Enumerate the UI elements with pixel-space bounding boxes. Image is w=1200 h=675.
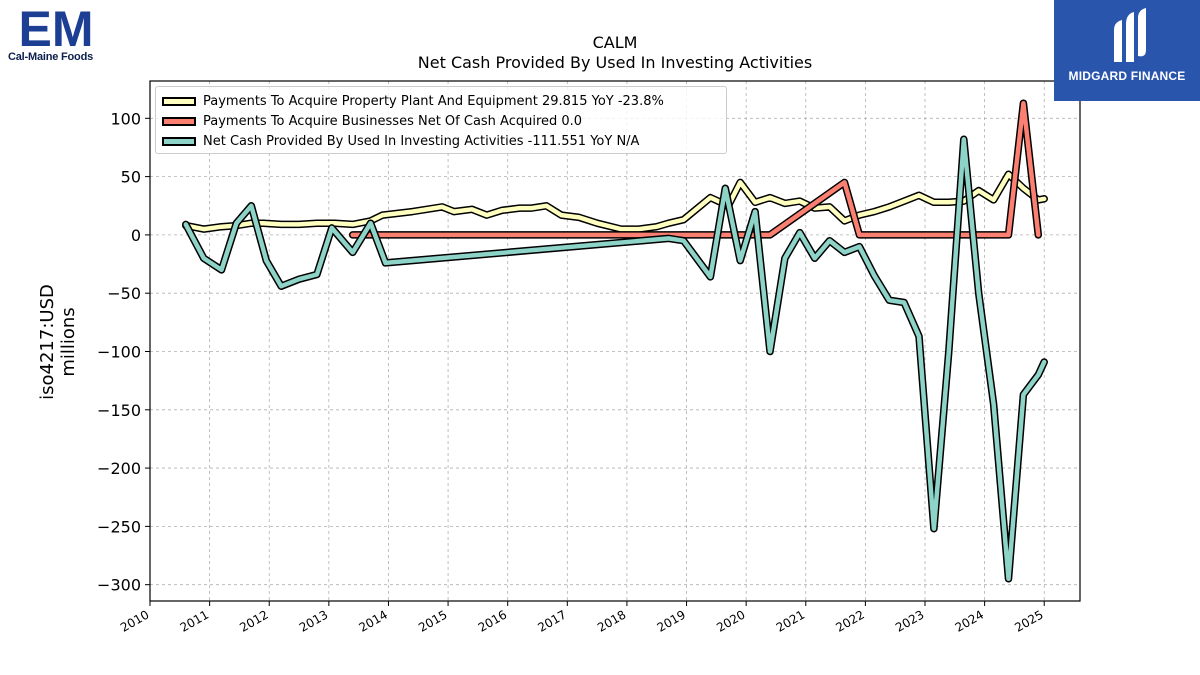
chart-title: CALM (592, 33, 638, 52)
y-axis: 100 50 0 −50 −100 −150 −200 −250 −300 (97, 109, 150, 595)
chart-subtitle: Net Cash Provided By Used In Investing A… (417, 53, 813, 72)
series-line-ppe (183, 172, 1047, 232)
y-tick-label: −150 (97, 401, 141, 420)
y-tick-label: −300 (97, 576, 141, 595)
brand-logo-text: MIDGARD FINANCE (1068, 69, 1186, 83)
x-tick-label: 2014 (357, 607, 390, 634)
x-axis: 2010 2011 2012 2013 2014 2015 2016 2017 2018 2019… (118, 601, 1046, 635)
x-tick-label: 2025 (1012, 607, 1045, 634)
x-tick-label: 2013 (297, 607, 330, 634)
x-tick-label: 2018 (595, 607, 628, 634)
series-businesses (348, 99, 1043, 239)
y-tick-label: 100 (110, 109, 141, 128)
legend-label-ppe: Payments To Acquire Property Plant And E… (203, 93, 664, 109)
midgard-logo-icon (1114, 8, 1146, 62)
y-axis-label-unit: millions (58, 307, 79, 377)
company-logo-letters: EM (19, 6, 94, 50)
x-tick-label: 2023 (893, 607, 926, 634)
y-tick-label: 0 (131, 226, 141, 245)
series-outline-ppe (182, 170, 1048, 233)
legend-item-businesses: Payments To Acquire Businesses Net Of Ca… (162, 112, 582, 130)
legend-item-net-cash: Net Cash Provided By Used In Investing A… (162, 132, 639, 150)
grid-lines (149, 81, 1080, 601)
x-tick-label: 2017 (535, 607, 568, 634)
y-tick-label: −250 (97, 517, 141, 536)
x-tick-label: 2011 (178, 607, 211, 634)
x-tick-label: 2019 (655, 607, 688, 634)
company-logo-mark: EM (19, 1, 94, 57)
legend-swatch-businesses (162, 116, 196, 126)
x-tick-label: 2022 (833, 607, 866, 634)
legend: Payments To Acquire Property Plant And E… (155, 86, 727, 154)
series-lines (182, 99, 1048, 583)
series-line-businesses (350, 100, 1041, 238)
legend-item-ppe: Payments To Acquire Property Plant And E… (162, 92, 664, 110)
y-tick-label: −50 (107, 284, 141, 303)
series-net-cash (182, 135, 1048, 583)
company-logo: EM Cal-Maine Foods (8, 1, 108, 66)
y-tick-label: 50 (121, 168, 141, 187)
x-tick-label: 2012 (237, 607, 270, 634)
x-tick-label: 2010 (118, 607, 151, 634)
y-axis-label: iso4217:USD millions (37, 284, 79, 400)
x-tick-label: 2015 (416, 607, 449, 634)
y-tick-label: −200 (97, 459, 141, 478)
series-outline-net-cash (182, 135, 1048, 583)
company-logo-caption: Cal-Maine Foods (8, 51, 94, 63)
y-tick-label: −100 (97, 342, 141, 361)
series-ppe (182, 170, 1048, 233)
legend-label-net-cash: Net Cash Provided By Used In Investing A… (203, 133, 640, 149)
legend-swatch-net-cash (162, 136, 196, 146)
legend-swatch-ppe (162, 96, 196, 106)
legend-label-businesses: Payments To Acquire Businesses Net Of Ca… (203, 113, 583, 129)
x-tick-label: 2016 (476, 607, 509, 634)
series-line-net-cash (183, 137, 1047, 582)
y-axis-label-currency: iso4217:USD (37, 284, 58, 400)
x-tick-label: 2024 (953, 607, 986, 634)
plot-frame (149, 80, 1081, 602)
x-tick-label: 2021 (774, 607, 807, 634)
x-tick-label: 2020 (714, 607, 747, 634)
midgard-finance-logo: MIDGARD FINANCE (1054, 0, 1200, 101)
